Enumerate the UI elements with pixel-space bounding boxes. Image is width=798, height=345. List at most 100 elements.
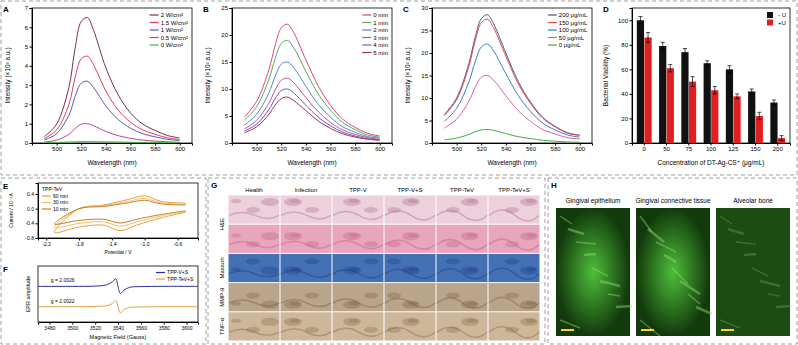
tick-label: 3: [25, 83, 29, 89]
legend-swatch: [42, 208, 51, 209]
legend-label: 60 min: [53, 193, 68, 199]
error-bar: [646, 33, 650, 43]
tick-label: 1: [25, 121, 29, 127]
x-axis: 500520540560580600: [33, 143, 193, 152]
tissue-texture: [231, 233, 241, 237]
tissue-texture: [281, 300, 331, 307]
tick: 560: [326, 143, 337, 152]
tick: -2.2: [42, 238, 51, 247]
tick: 15: [421, 73, 432, 79]
tissue-texture: [520, 232, 538, 240]
image: [229, 312, 280, 340]
line: [54, 200, 185, 224]
plot-frame: [232, 8, 392, 143]
x-axis: -2.2-1.8-1.4-1.0-0.6: [39, 238, 199, 247]
tissue-texture: [246, 293, 260, 299]
chart: -2.2-1.8-1.4-1.0-0.6-0.8-0.40.00.4Potent…: [8, 183, 199, 255]
tick-label: -1.8: [75, 241, 84, 247]
tissue-texture: [402, 198, 420, 206]
image-cell: [385, 196, 436, 224]
tick-label: 80: [621, 42, 628, 48]
image-cell: [333, 225, 384, 253]
y-axis: -0.8-0.40.00.4: [25, 184, 38, 242]
bar: [756, 116, 763, 143]
error-bar: [727, 66, 731, 73]
plot-frame: [432, 8, 592, 143]
error-bar: [757, 112, 761, 119]
fluorescence-texture: [680, 281, 700, 294]
tick-label: 540: [301, 146, 312, 152]
tissue-texture: [231, 199, 241, 203]
fluorescence-texture: [656, 242, 676, 252]
tick-label: -0.6: [174, 241, 183, 247]
tick-label: -0.8: [25, 235, 34, 241]
legend: 0 min1 min2 min3 min4 min5 min: [362, 12, 388, 56]
tick-mark: [155, 143, 156, 146]
plot-area: [38, 279, 198, 313]
bar: [733, 96, 740, 143]
legend-swatch: [362, 44, 371, 45]
legend-swatch: [42, 195, 51, 196]
legend-label: 1 min: [373, 20, 388, 26]
tick-label: 0: [625, 140, 629, 146]
legend-label: - U: [778, 12, 786, 18]
image: [229, 254, 280, 282]
panel-letter: D: [603, 5, 609, 14]
plot-frame: [632, 8, 790, 143]
tick-label: 5: [25, 44, 29, 50]
x-axis: 05075100125150200: [633, 143, 791, 152]
bar: [644, 37, 651, 143]
y-axis-title: EPR amplitude: [25, 276, 31, 313]
tick: 520: [477, 143, 488, 152]
tick: 0: [25, 140, 32, 146]
legend-title: TPP-TeV: [42, 186, 63, 192]
tick-mark: [30, 66, 33, 67]
tick-label: 20: [421, 50, 428, 56]
image: [229, 196, 280, 224]
tissue-texture: [520, 198, 538, 206]
legend-label: 100 μg/mL: [559, 27, 588, 33]
fluorescence-texture: [616, 306, 632, 307]
tick: 520: [277, 143, 288, 152]
tissue-texture: [284, 232, 302, 240]
tissue-texture: [437, 269, 487, 279]
bar: [704, 63, 711, 143]
tick-label: 0.0: [27, 206, 34, 212]
fluorescence-texture: [760, 281, 780, 286]
plot-area: [54, 196, 185, 233]
tick-mark: [506, 143, 507, 146]
tick: 0: [643, 143, 647, 152]
tissue-texture: [385, 240, 435, 249]
image-cell: [281, 283, 332, 311]
tick: 3: [25, 83, 32, 89]
tick-label: 40: [621, 91, 628, 97]
y-axis: 020406080100: [618, 9, 633, 147]
axis-line: [430, 9, 433, 144]
tick-mark: [330, 143, 331, 146]
tissue-texture: [364, 258, 378, 264]
tick-label: 3580: [159, 325, 170, 331]
scale-bar: [561, 329, 574, 331]
legend: TPP-V+STPP-TeV+S: [156, 269, 194, 282]
y-axis: 0510152025: [221, 5, 232, 146]
legend-label: 10 min: [53, 206, 68, 212]
tick: -0.4: [25, 220, 38, 226]
legend-swatch: [150, 14, 159, 15]
tissue-texture: [284, 318, 302, 326]
bar: [726, 69, 733, 143]
tissue-texture: [261, 232, 279, 240]
tissue-texture: [489, 268, 539, 279]
tick-mark: [106, 143, 107, 146]
panel-letter: A: [3, 5, 9, 14]
legend: - U+U: [767, 12, 786, 26]
fluorescence-panel: Gingival epitheliumGingival connective t…: [556, 197, 792, 336]
chart: 50052054056058060001234567Wavelength (nm…: [4, 5, 193, 167]
tick-mark: [230, 8, 233, 9]
axis-line: [33, 144, 193, 146]
bar: [659, 46, 666, 143]
column-header: Infection: [295, 187, 318, 193]
tissue-texture: [461, 266, 479, 274]
image: [229, 225, 280, 253]
image-cell: [437, 196, 488, 224]
tissue-texture: [364, 207, 378, 213]
